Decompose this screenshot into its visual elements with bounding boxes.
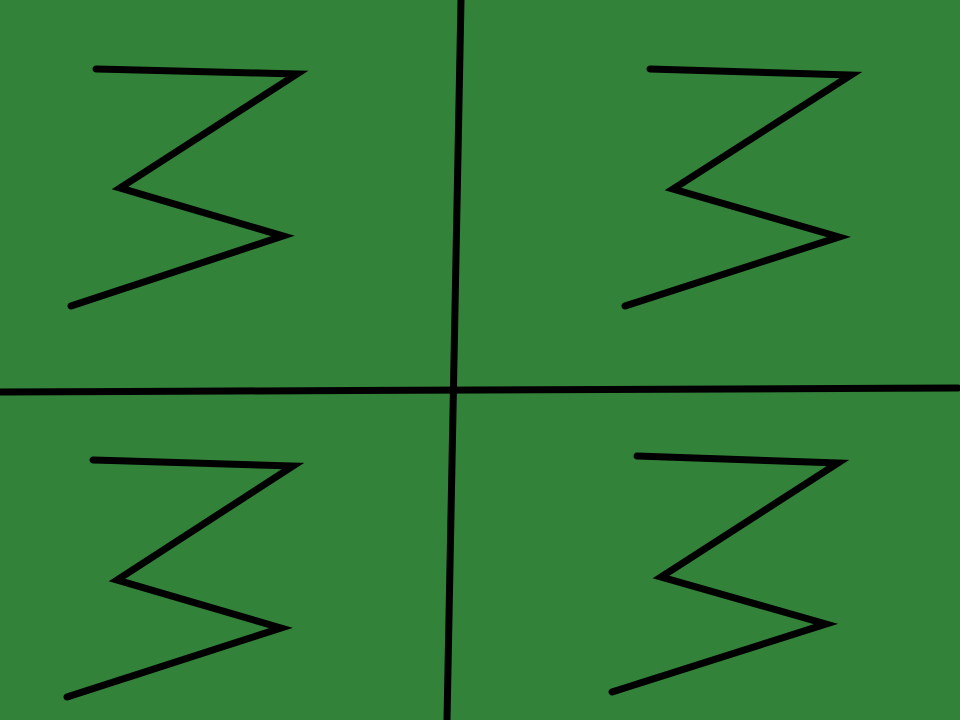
quadrant-top-right	[621, 65, 863, 310]
zigzag-mark	[67, 65, 309, 310]
quadrant-top-left	[67, 65, 309, 310]
quadrant-bottom-right	[608, 452, 850, 696]
zigzag-mark	[621, 65, 863, 310]
zigzag-mark	[63, 456, 305, 701]
quadrant-bottom-left	[63, 456, 305, 701]
zigzag-mark	[608, 452, 850, 696]
horizontal-divider	[0, 384, 960, 396]
vertical-divider	[443, 0, 465, 720]
